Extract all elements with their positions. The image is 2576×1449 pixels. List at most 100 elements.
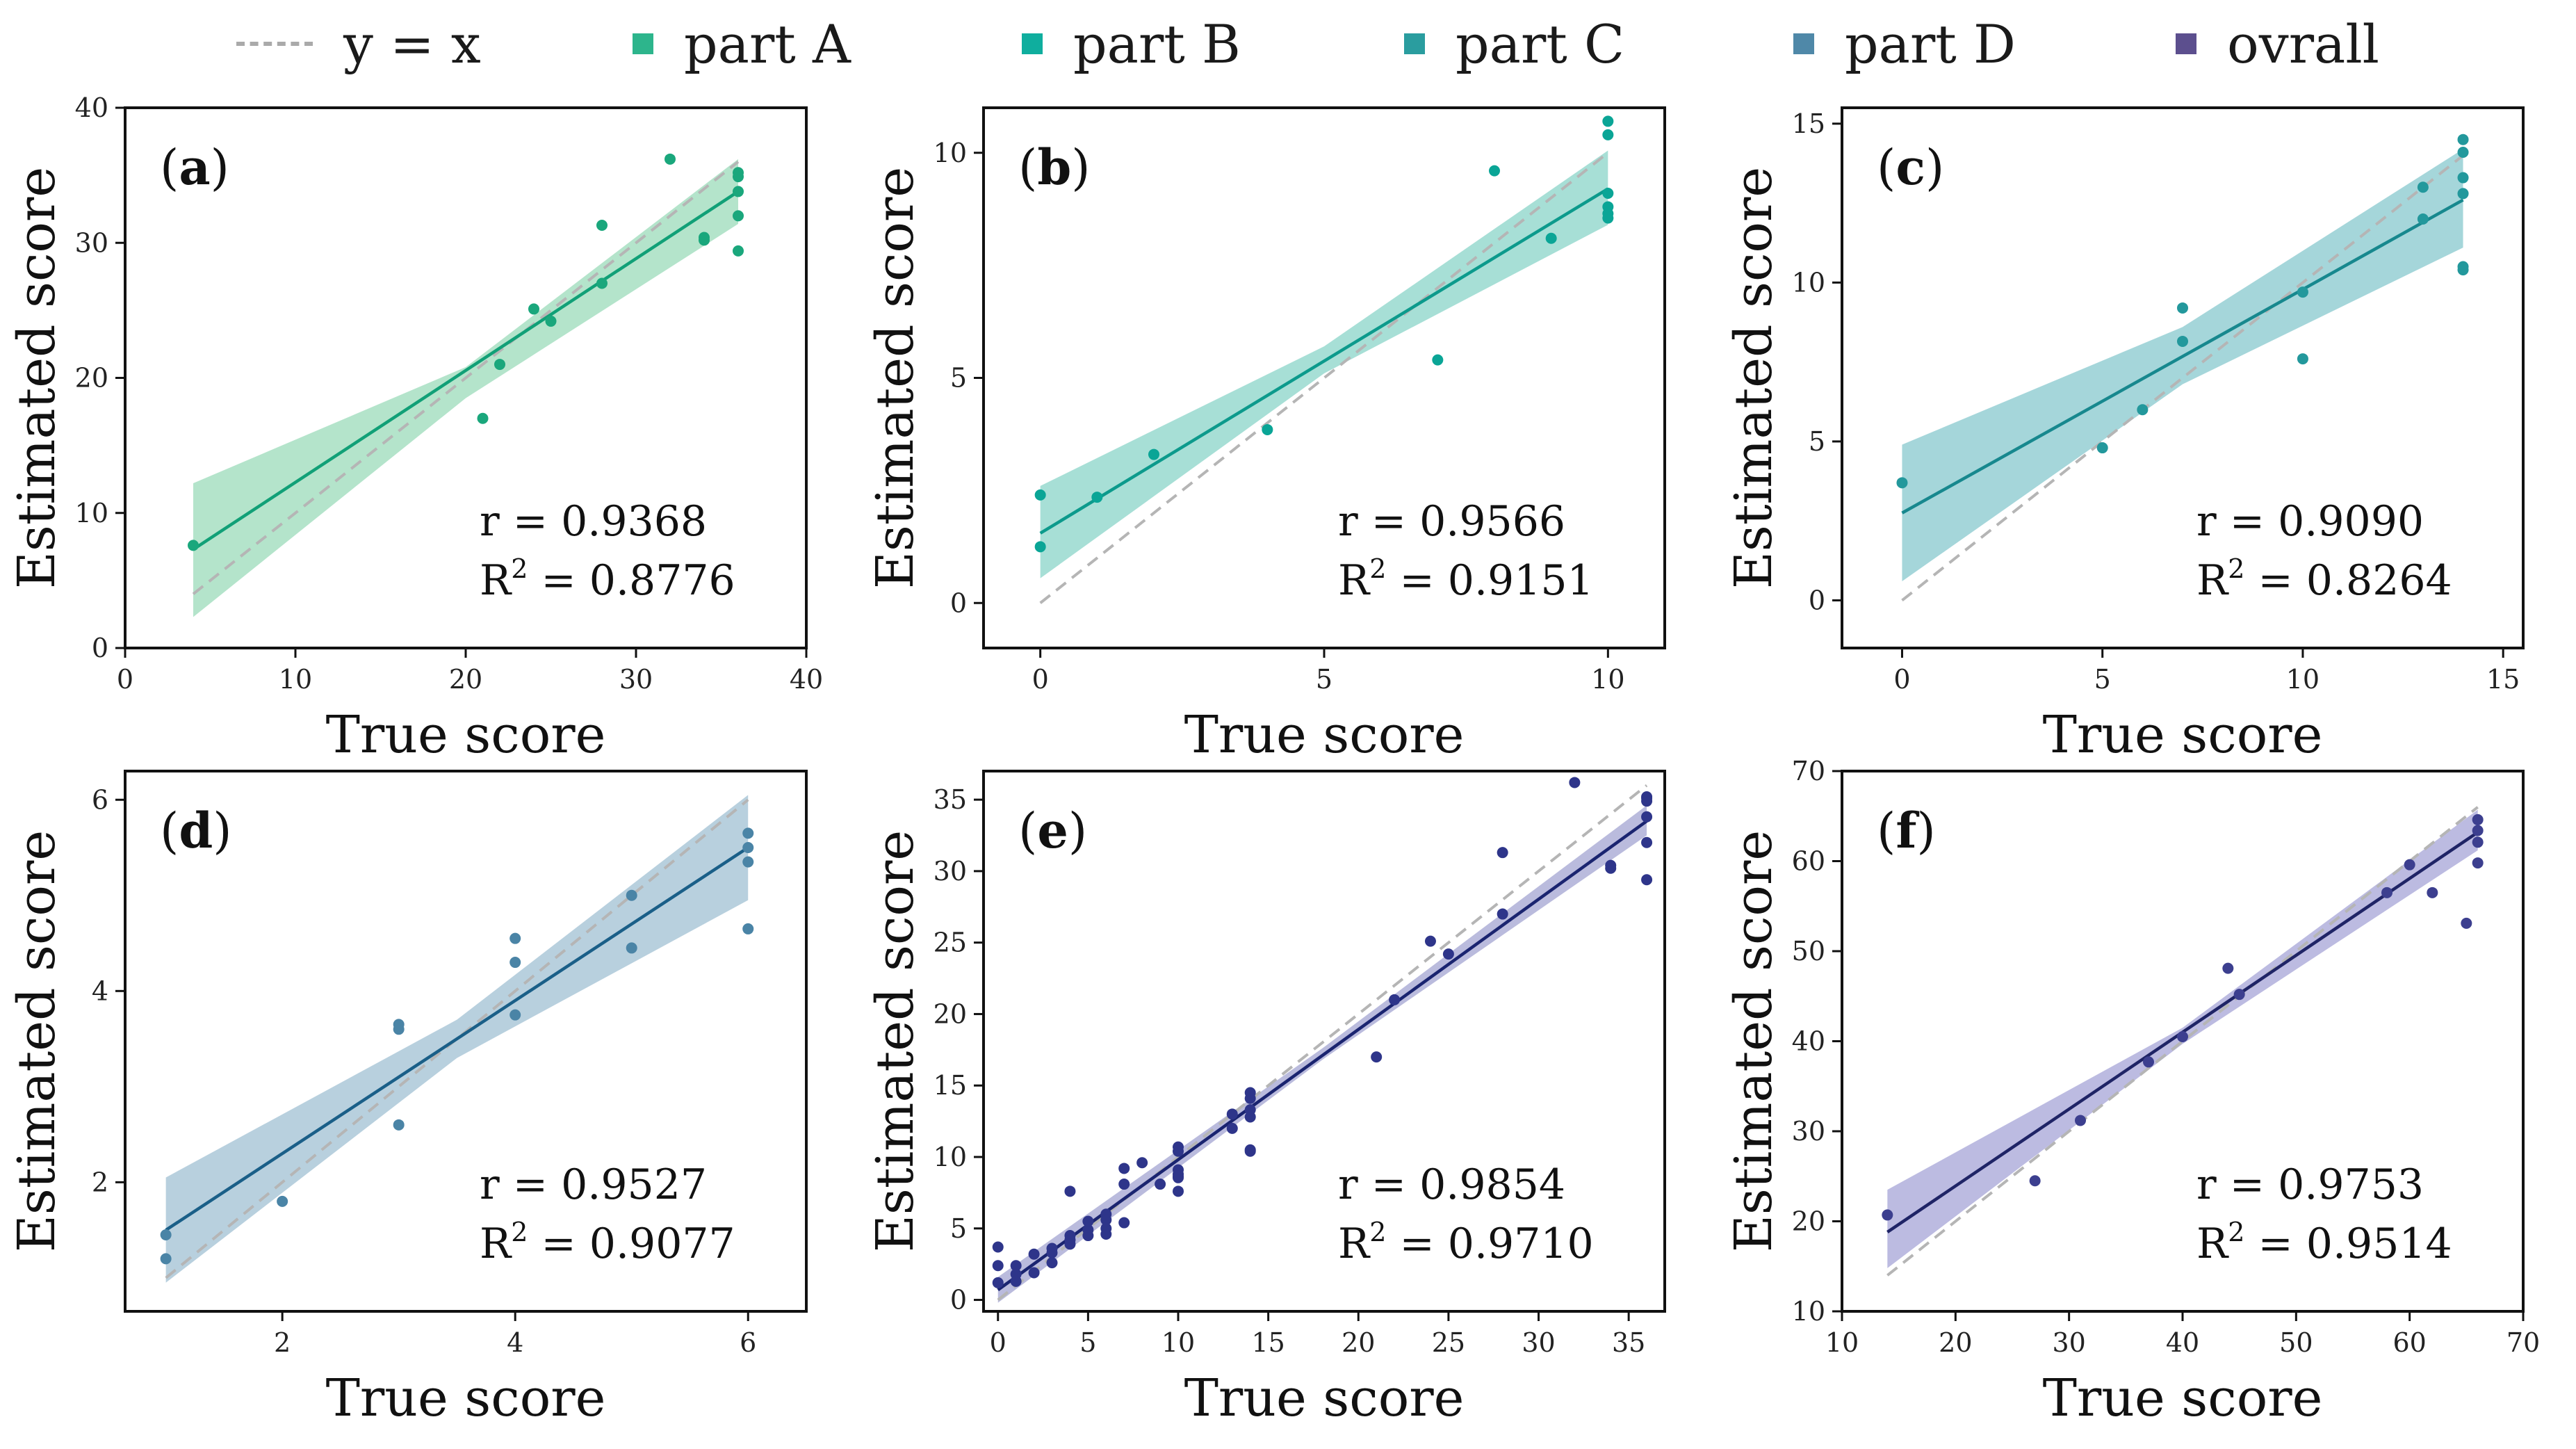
r-squared-value: = 0.8776 <box>528 556 735 605</box>
data-point <box>1091 492 1103 503</box>
data-point <box>277 1195 288 1207</box>
data-point <box>1497 908 1508 920</box>
legend-dash-line-icon <box>236 42 313 46</box>
data-point <box>733 171 744 183</box>
reference-line-y-equals-x <box>997 784 1648 1302</box>
data-point <box>1136 1157 1148 1169</box>
data-point <box>2297 286 2308 298</box>
r-squared-symbol: R <box>2196 556 2229 605</box>
data-point <box>2461 917 2472 929</box>
y-tick-label: 10 <box>934 1142 967 1172</box>
x-tick-label: 15 <box>1251 1327 1285 1358</box>
data-point <box>1173 1185 1184 1197</box>
data-point <box>742 827 754 839</box>
y-axis-label: Estimated score <box>865 167 925 589</box>
x-axis-label: True score <box>1184 705 1465 765</box>
y-tick-label: 20 <box>934 998 967 1029</box>
reference-line-y-equals-x <box>1901 154 2464 602</box>
data-point <box>1082 1230 1094 1242</box>
scatter-panel-b: 0 5 10 0 5 10 True score Estimated score (b) r = … <box>865 106 1666 765</box>
x-tick-label: 20 <box>1939 1327 1972 1358</box>
x-tick-label: 35 <box>1612 1327 1645 1358</box>
legend-label: part C <box>1456 13 1625 75</box>
x-tick-label: 10 <box>1591 664 1624 695</box>
x-tick-label: 25 <box>1432 1327 1465 1358</box>
data-point <box>1034 489 1046 501</box>
data-point <box>1010 1260 1022 1272</box>
panel-label-paren: ( <box>1877 139 1896 196</box>
x-tick-label: 0 <box>117 664 133 695</box>
y-tick-label: 0 <box>950 1285 967 1316</box>
x-tick-label: 5 <box>2094 664 2111 695</box>
r-squared-value: = 0.8264 <box>2244 556 2452 605</box>
panel-label-paren: ) <box>1068 802 1087 859</box>
x-tick-label: 10 <box>1161 1327 1195 1358</box>
data-point <box>1262 423 1273 435</box>
data-point <box>742 856 754 868</box>
data-point <box>1082 1215 1094 1227</box>
data-point <box>1046 1247 1058 1258</box>
panel-label-paren: ( <box>1018 139 1037 196</box>
panel-label-letter: f <box>1896 802 1919 859</box>
data-point <box>1602 188 1614 200</box>
data-point <box>2381 887 2392 898</box>
data-point <box>2472 836 2484 848</box>
legend-square-icon <box>1404 33 1425 54</box>
r-squared-annotation: R2 = 0.9151 <box>1338 553 1594 605</box>
data-point <box>1896 477 1908 489</box>
plot-frame <box>982 770 1666 1313</box>
data-point <box>510 1009 521 1021</box>
data-point <box>1641 874 1653 886</box>
regression-line <box>165 846 749 1231</box>
scatter-panel-a: 0 10 20 30 40 0 10 20 30 40 True score Estimated sc… <box>7 92 823 765</box>
data-point <box>2404 859 2415 871</box>
data-point <box>1118 1217 1130 1229</box>
r-squared-symbol: R <box>2196 1220 2229 1268</box>
r-squared-superscript: 2 <box>2228 1217 2244 1247</box>
x-axis-label: True score <box>2043 1368 2323 1428</box>
panel-label: (c) <box>1877 138 1944 196</box>
r-squared-annotation: R2 = 0.8776 <box>480 553 735 605</box>
data-point <box>1173 1172 1184 1183</box>
regression-line <box>192 190 740 551</box>
x-tick-label: 15 <box>2486 664 2520 695</box>
x-tick-label: 4 <box>507 1327 523 1358</box>
data-point <box>528 303 539 315</box>
plot-area <box>992 777 1653 1303</box>
y-tick-label: 10 <box>1792 267 1825 298</box>
r-squared-superscript: 2 <box>511 1217 528 1247</box>
y-tick-label: 0 <box>92 633 108 663</box>
data-point <box>1118 1163 1130 1174</box>
data-point <box>477 412 489 424</box>
plot-area <box>160 795 754 1283</box>
data-point <box>1389 994 1401 1005</box>
panel-label-letter: a <box>179 138 210 196</box>
r-squared-annotation: R2 = 0.9077 <box>480 1217 735 1268</box>
data-point <box>2457 146 2469 158</box>
x-tick-label: 10 <box>1825 1327 1859 1358</box>
data-point <box>1046 1257 1058 1269</box>
panel-label-paren: ( <box>1877 802 1896 859</box>
y-axis-label: Estimated score <box>1724 830 1784 1252</box>
legend-label: part D <box>1845 13 2016 75</box>
x-tick-label: 40 <box>2166 1327 2199 1358</box>
x-tick-label: 0 <box>1032 664 1049 695</box>
y-tick-label: 70 <box>1792 756 1825 786</box>
y-axis-label: Estimated score <box>7 830 67 1252</box>
panel-label-paren: ) <box>1071 139 1090 196</box>
panel-label-letter: e <box>1037 802 1068 859</box>
data-point <box>1244 1145 1256 1157</box>
data-point <box>2177 1031 2188 1043</box>
data-point <box>1882 1209 1893 1221</box>
data-point <box>1148 448 1159 460</box>
regression-line <box>1901 198 2464 515</box>
data-point <box>160 1229 172 1240</box>
legend: y = x part A part B part C part D ovrall <box>0 0 2576 90</box>
x-tick-label: 0 <box>990 1327 1006 1358</box>
data-point <box>2222 962 2234 974</box>
data-point <box>1432 354 1444 366</box>
confidence-band <box>193 159 738 617</box>
data-point <box>188 540 199 551</box>
x-axis-label: True score <box>1184 1368 1465 1428</box>
data-point <box>2297 353 2308 365</box>
